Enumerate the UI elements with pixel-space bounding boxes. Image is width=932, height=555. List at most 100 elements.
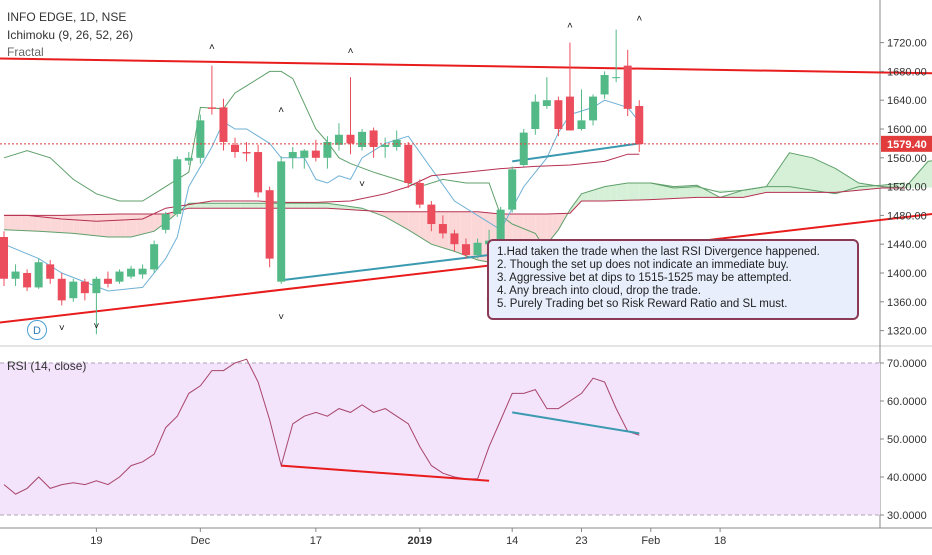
cloud-segment <box>84 214 91 236</box>
cloud-segment <box>708 191 715 198</box>
candle-body <box>358 131 367 147</box>
cloud-segment <box>575 193 582 208</box>
cloud-segment <box>44 215 51 232</box>
candle-body <box>254 152 263 193</box>
price-panel: ˄˄˄˄˄˅˅˅˅˅ <box>0 13 932 335</box>
lagging-span <box>3 70 640 270</box>
cloud-segment <box>113 213 120 237</box>
rsi-line <box>3 358 640 495</box>
candle-body <box>34 262 43 288</box>
time-tick-label: 23 <box>575 535 587 547</box>
last-price-badge <box>881 135 932 152</box>
cloud-segment <box>258 203 264 209</box>
candle-body <box>288 152 297 158</box>
cloud-segment <box>27 215 33 231</box>
cloud-segment <box>217 203 224 209</box>
time-tick-label: Feb <box>641 535 660 547</box>
cloud-segment <box>79 214 85 235</box>
dividend-badge[interactable]: D <box>27 320 47 340</box>
candle-body <box>69 281 78 299</box>
future-senkou-a <box>650 152 932 193</box>
cloud-segment <box>206 203 212 209</box>
senkou-b-line <box>4 187 905 216</box>
cloud-segment <box>414 211 420 237</box>
cloud-segment <box>593 188 599 201</box>
upper-trendline <box>0 57 932 75</box>
candle-body <box>438 224 447 234</box>
candle-body <box>0 237 8 279</box>
candle-body <box>531 101 540 129</box>
cloud-segment <box>240 203 247 209</box>
cloud-segment <box>616 183 622 201</box>
cloud-segment <box>119 213 126 237</box>
divergence-line-1 <box>281 254 490 282</box>
fractal-label: Fractal <box>7 45 44 59</box>
cloud-segment <box>627 183 634 201</box>
cloud-segment <box>90 214 97 236</box>
candle-body <box>346 134 355 144</box>
cloud-segment <box>235 203 241 209</box>
cloud-segment <box>15 215 22 231</box>
candle-body <box>565 96 574 131</box>
time-tick-label: Dec <box>191 535 211 547</box>
cloud-segment <box>621 183 628 201</box>
cloud-segment <box>148 213 155 233</box>
cloud-segment <box>408 211 415 234</box>
cloud-segment <box>304 203 311 209</box>
fractal-down-marker: ˅ <box>278 312 284 323</box>
candle-body <box>508 169 517 210</box>
note-line-3: 3. Aggressive bet at dips to 1515-1525 m… <box>497 272 792 284</box>
candle-body <box>381 144 390 147</box>
candle-body <box>103 278 112 284</box>
cloud-segment <box>4 215 10 231</box>
time-tick-label: 17 <box>310 535 322 547</box>
cloud-segment <box>292 203 299 209</box>
price-tick-label: 1680.00 <box>887 66 927 78</box>
cloud-segment <box>379 211 386 217</box>
cloud-segment <box>454 211 461 254</box>
cloud-segment <box>73 214 80 234</box>
time-tick-label: 14 <box>506 535 518 547</box>
cloud-segment <box>448 211 455 252</box>
rsi-tick-label: 40.0000 <box>887 472 927 484</box>
cloud-segment <box>598 186 605 201</box>
candle-body <box>196 120 205 158</box>
cloud-segment <box>639 183 646 200</box>
candle-body <box>612 77 621 79</box>
candle-body <box>415 183 424 205</box>
candle-body <box>173 159 182 214</box>
cloud-segment <box>21 215 28 231</box>
cloud-segment <box>569 201 576 214</box>
last-price-label: 1579.40 <box>887 139 927 151</box>
fractal-up-marker: ˄ <box>636 13 642 24</box>
cloud-segment <box>604 185 611 201</box>
cloud-segment <box>899 183 905 189</box>
fractal-up-marker: ˄ <box>209 42 215 53</box>
candle-body <box>404 144 413 183</box>
cloud-segment <box>131 213 137 237</box>
ichimoku-label: Ichimoku (9, 26, 52, 26) <box>7 28 134 42</box>
cloud-segment <box>310 203 316 209</box>
tenkan-line <box>3 99 640 292</box>
cloud-segment <box>610 184 617 201</box>
candle-body <box>207 107 216 109</box>
candle-body <box>127 268 136 277</box>
note-line-4: 4. Any breach into cloud, drop the trade… <box>497 285 701 297</box>
candle-body <box>554 100 563 129</box>
candle-body <box>577 120 586 129</box>
candle-body <box>161 213 170 230</box>
cloud-segment <box>298 203 305 209</box>
rsi-tick-label: 60.0000 <box>887 396 927 408</box>
cloud-segment <box>419 211 426 241</box>
cloud-segment <box>702 188 709 198</box>
cloud-segment <box>61 215 68 234</box>
cloud-segment <box>633 183 640 201</box>
candle-body <box>150 244 159 270</box>
candle-body <box>46 264 55 279</box>
candle-body <box>519 132 528 165</box>
cloud-segment <box>327 203 334 209</box>
candle-body <box>231 144 239 153</box>
cloud-segment <box>402 211 409 230</box>
